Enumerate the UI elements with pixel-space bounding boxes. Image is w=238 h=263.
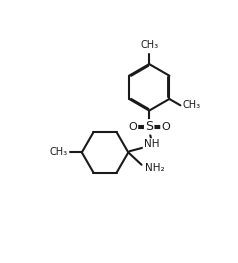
Text: O: O xyxy=(129,122,137,132)
Text: CH₃: CH₃ xyxy=(140,40,158,50)
Text: CH₃: CH₃ xyxy=(50,148,68,158)
Text: CH₃: CH₃ xyxy=(182,100,200,110)
Text: S: S xyxy=(145,120,153,133)
Text: O: O xyxy=(161,122,170,132)
Text: NH: NH xyxy=(144,139,159,149)
Text: NH₂: NH₂ xyxy=(144,163,164,173)
